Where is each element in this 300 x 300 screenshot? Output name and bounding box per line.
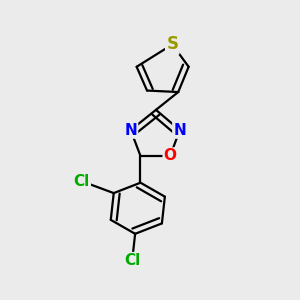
Text: N: N — [173, 123, 186, 138]
Text: S: S — [166, 35, 178, 53]
Text: Cl: Cl — [74, 174, 90, 189]
Text: O: O — [164, 148, 177, 164]
Text: Cl: Cl — [124, 253, 140, 268]
Text: N: N — [124, 123, 137, 138]
